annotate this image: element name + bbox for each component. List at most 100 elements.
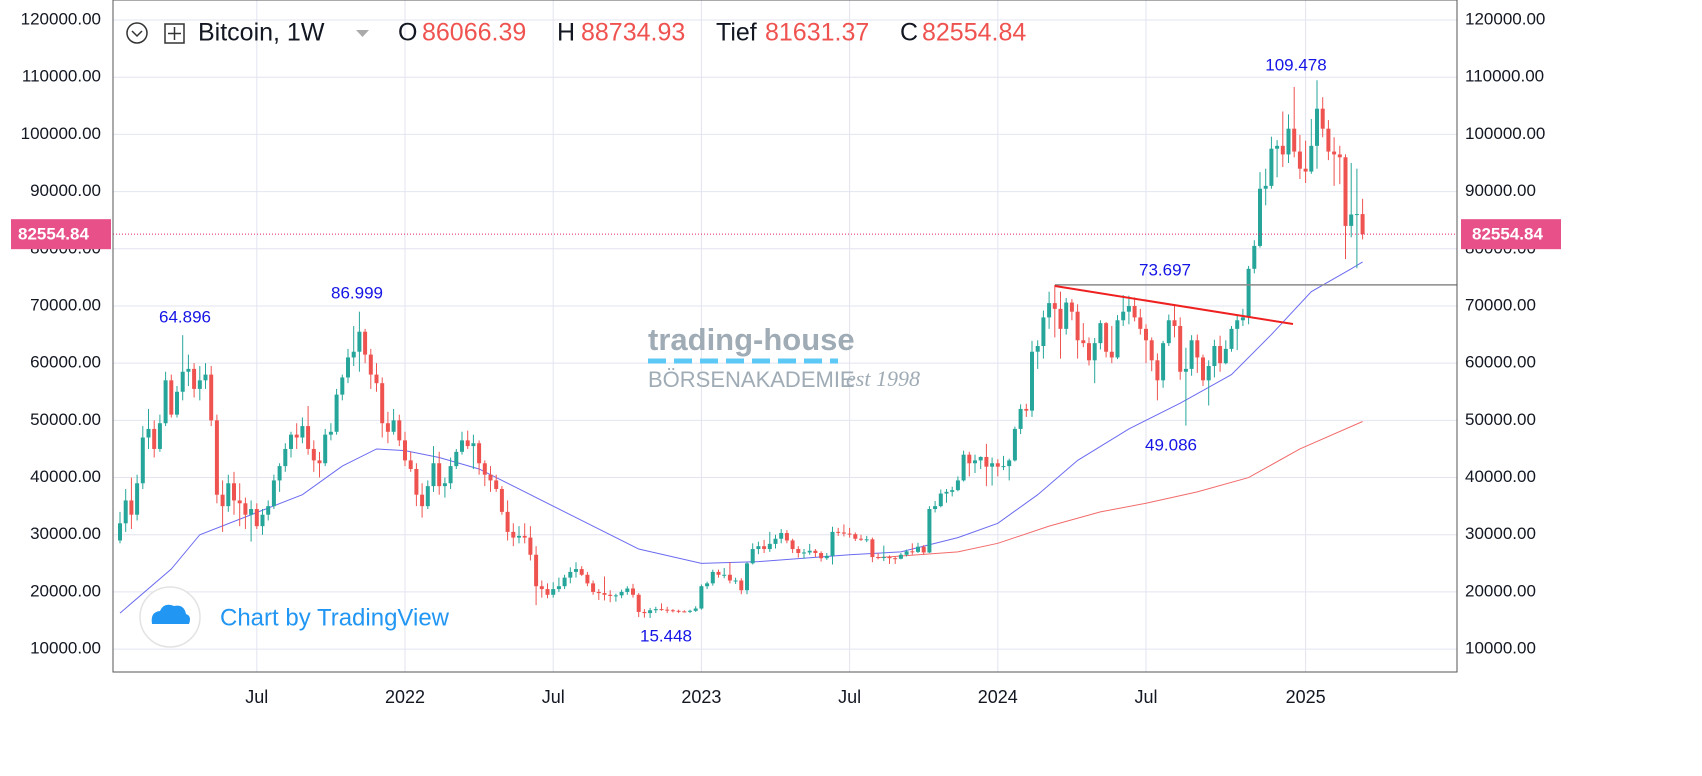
candle-body [1263,185,1268,189]
candle-body [619,591,624,596]
candle-body [397,420,402,441]
ohlc-value: 81631.37 [765,19,869,47]
candle-body [1018,408,1023,429]
candle-body [596,591,601,594]
candle-body [232,483,236,501]
candle-body [1126,305,1131,312]
candle-body [927,509,932,553]
candle-body [1075,311,1080,341]
candle-body [146,428,151,438]
candle-body [779,533,784,539]
candle-body [425,486,430,507]
candle-body [482,463,487,475]
candle-body [465,440,470,447]
candle-body [1235,320,1240,329]
candle-body [967,454,972,464]
annotation: 49.086 [1145,435,1197,454]
candle-body [745,563,749,591]
candle-body [938,493,943,507]
candle-body [323,434,328,464]
candle-body [836,531,841,533]
candle-body [921,546,926,553]
candle-body [203,374,208,381]
candle-body [1201,357,1205,381]
x-tick-label: 2025 [1286,687,1326,707]
candle-body [893,558,898,560]
candle-body [699,586,704,609]
candle-body [978,456,983,461]
candle-body [682,611,687,613]
candle-body [1183,368,1188,372]
candle-body [762,546,767,550]
candle-body [414,468,419,495]
candle-body [1052,303,1057,309]
candle-body [266,506,271,515]
y-tick-label: 70000.00 [1465,295,1536,314]
candle-body [249,509,254,515]
candle-body [534,554,539,587]
y-tick-label: 40000.00 [1465,467,1536,486]
candle-body [408,460,413,469]
candle-body [197,380,202,389]
y-tick-label: 20000.00 [1465,581,1536,600]
candle-body [163,380,168,424]
candle-body [551,589,556,595]
candle-body [1149,340,1154,361]
watermark-subtitle: BÖRSENAKADEMIE [648,367,855,392]
candle-body [123,500,128,524]
credit-text[interactable]: Chart by TradingView [220,604,450,631]
candle-body [859,538,863,540]
candle-body [528,537,533,555]
candle-body [340,377,345,395]
x-tick-label: 2023 [681,687,721,707]
y-tick-label: 50000.00 [30,410,101,429]
candle-body [750,549,755,564]
y-tick-label: 30000.00 [1465,524,1536,543]
candle-body [705,583,710,587]
candle-body [1007,460,1012,467]
candle-body [1189,340,1194,369]
y-tick-label: 40000.00 [30,467,101,486]
candle-body [460,440,464,452]
candle-body [209,374,214,421]
candle-body [1269,148,1274,186]
y-tick-label: 60000.00 [30,353,101,372]
candle-body [300,426,305,438]
dropdown[interactable] [356,30,369,37]
candle-body [317,460,322,464]
candle-body [802,552,806,554]
candle-body [631,588,635,595]
candle-body [727,574,732,581]
candle-body [351,351,356,358]
candle-body [306,426,311,449]
symbol[interactable]: Bitcoin, 1W [198,19,325,47]
annotation: 109.478 [1265,55,1326,74]
candle-body [824,555,829,559]
y-tick-label: 60000.00 [1465,353,1536,372]
plot [113,80,1457,618]
candle-body [294,434,299,438]
chevron [131,30,143,38]
collapse-icon[interactable] [126,22,148,44]
candle-body [539,586,544,590]
candle-body [140,437,145,484]
y-tick-label: 50000.00 [1465,410,1536,429]
watermark-est: est 1998 [846,366,920,391]
candle-body [1343,157,1348,226]
plus [168,27,181,40]
candle-body [1104,323,1109,352]
candle-body [1195,340,1200,358]
candle-body [1258,188,1262,246]
candle-body [676,610,681,612]
candle-body [670,610,675,612]
candle-body [169,380,174,415]
candle-body [1092,343,1097,361]
candle-body [1303,168,1308,172]
candle-body [442,483,447,487]
candle-body [1081,340,1086,344]
candle-body [973,460,977,464]
candle-body [1223,348,1228,364]
y-tick-label: 120000.00 [1465,10,1545,29]
ohlc-label: Tief [716,19,757,47]
candle-body [437,463,442,487]
